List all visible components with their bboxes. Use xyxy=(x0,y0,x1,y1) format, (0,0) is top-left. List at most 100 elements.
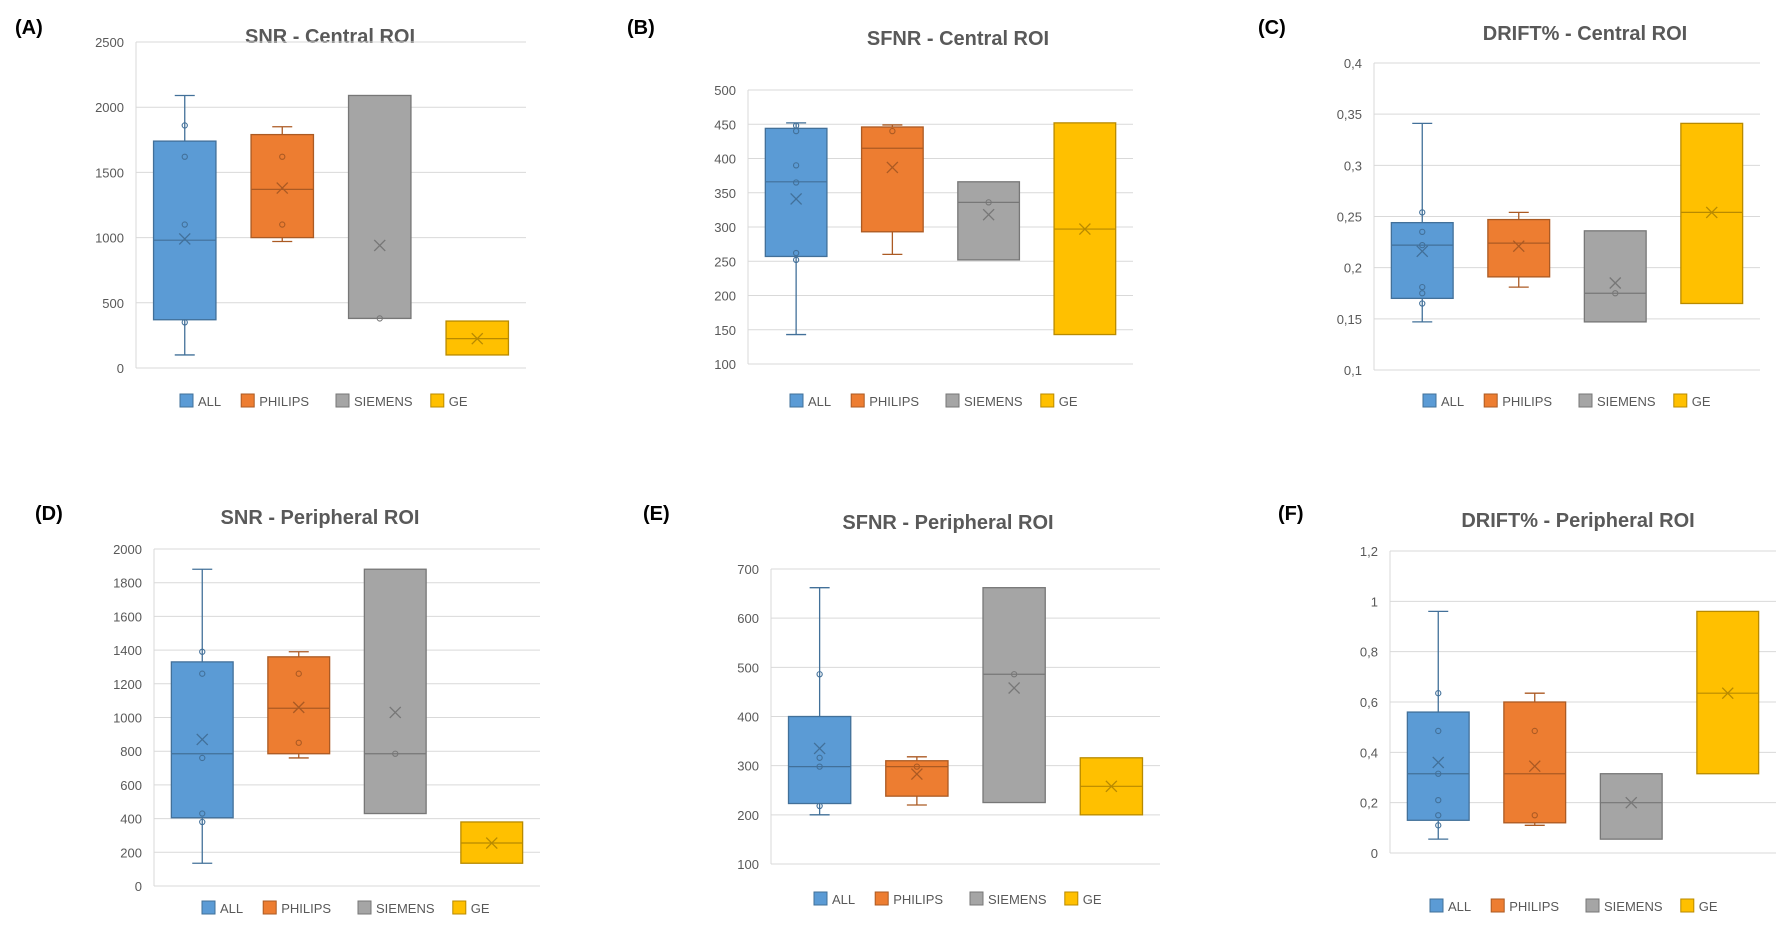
data-point xyxy=(1419,242,1426,249)
data-point xyxy=(181,122,188,129)
box-rect xyxy=(1503,701,1567,824)
y-tick-label: 0,6 xyxy=(1360,695,1378,710)
mean-marker xyxy=(196,733,209,746)
mean-marker xyxy=(1432,756,1445,769)
box-philips xyxy=(250,126,315,243)
data-point xyxy=(792,122,800,129)
data-point xyxy=(199,670,206,677)
y-tick-label: 0,35 xyxy=(1337,107,1362,122)
box-philips xyxy=(885,756,949,806)
mean-marker xyxy=(1416,245,1429,258)
legend-swatch-all xyxy=(813,891,828,906)
y-tick-label: 0,2 xyxy=(1344,261,1362,276)
data-point xyxy=(1435,812,1442,819)
box-ge xyxy=(1079,757,1144,816)
data-point xyxy=(913,763,921,770)
y-tick-label: 400 xyxy=(737,710,759,725)
y-tick-label: 1 xyxy=(1371,594,1378,609)
data-point xyxy=(816,802,823,810)
mean-marker xyxy=(1528,760,1541,773)
box-all xyxy=(764,122,828,336)
legend: ALL PHILIPS SIEMENS GE xyxy=(201,900,490,916)
box-ge xyxy=(1053,122,1117,336)
data-point xyxy=(1419,283,1426,291)
data-point xyxy=(1435,797,1442,804)
y-tick-label: 100 xyxy=(714,357,736,372)
y-tick-label: 1500 xyxy=(95,165,124,180)
mean-marker xyxy=(1078,223,1091,236)
y-tick-label: 1600 xyxy=(113,609,142,624)
legend-swatch-ge xyxy=(452,900,467,915)
legend-swatch-ge xyxy=(430,393,445,408)
data-point xyxy=(376,315,383,322)
box-rect xyxy=(152,140,217,321)
mean-marker xyxy=(1105,780,1118,793)
legend-swatch-siemens xyxy=(1585,898,1600,913)
y-tick-label: 1,2 xyxy=(1360,544,1378,559)
box-philips xyxy=(860,124,924,256)
legend-label-philips: PHILIPS xyxy=(259,394,309,409)
box-siemens xyxy=(957,181,1021,261)
box-rect xyxy=(982,587,1046,804)
legend-swatch-siemens xyxy=(945,393,960,408)
legend-swatch-philips xyxy=(874,891,889,906)
panel-label: (E) xyxy=(643,503,670,525)
box-philips xyxy=(1503,692,1567,826)
legend-swatch-ge xyxy=(1040,393,1055,408)
data-point xyxy=(816,754,823,761)
y-tick-label: 400 xyxy=(714,152,736,167)
panel-label: (B) xyxy=(627,17,655,39)
y-tick-label: 0 xyxy=(1371,846,1378,861)
y-tick-label: 400 xyxy=(120,812,142,827)
y-tick-label: 0,25 xyxy=(1337,210,1362,225)
mean-marker xyxy=(910,768,923,780)
box-all xyxy=(170,568,234,864)
box-all xyxy=(787,587,852,816)
mean-marker xyxy=(178,232,191,245)
data-point xyxy=(792,249,800,257)
data-point xyxy=(889,127,896,135)
y-tick-label: 2000 xyxy=(95,100,124,115)
data-point xyxy=(1435,822,1442,829)
legend-swatch-ge xyxy=(1673,393,1688,408)
legend-label-siemens: SIEMENS xyxy=(1604,899,1663,914)
legend-swatch-philips xyxy=(850,393,865,408)
legend-swatch-philips xyxy=(240,393,255,408)
chart-title: SFNR - Central ROI xyxy=(867,28,1049,50)
y-tick-label: 500 xyxy=(737,660,759,675)
box-rect xyxy=(363,568,427,815)
box-ge xyxy=(1680,122,1744,305)
y-tick-label: 0,4 xyxy=(1344,56,1362,71)
y-tick-label: 1800 xyxy=(113,576,142,591)
data-point xyxy=(1419,209,1426,216)
y-tick-label: 250 xyxy=(714,254,736,269)
box-rect xyxy=(347,94,412,320)
legend-swatch-philips xyxy=(1490,898,1505,913)
y-tick-label: 0,1 xyxy=(1344,363,1362,378)
legend-label-ge: GE xyxy=(1059,394,1078,409)
chart-title: SNR - Peripheral ROI xyxy=(221,507,420,529)
legend-label-ge: GE xyxy=(471,901,490,916)
mean-marker xyxy=(1705,206,1718,219)
y-tick-label: 2500 xyxy=(95,35,124,50)
box-all xyxy=(1390,122,1454,323)
data-point xyxy=(792,179,800,186)
box-rect xyxy=(267,656,331,755)
box-plot-panel-1: (A) SNR - Central ROI 0 500 1000 1500 2000 2500… xyxy=(15,17,526,409)
data-point xyxy=(1010,671,1018,678)
y-tick-label: 0,15 xyxy=(1337,312,1362,327)
box-rect xyxy=(957,181,1021,261)
data-point xyxy=(181,319,188,326)
y-tick-label: 350 xyxy=(714,186,736,201)
legend-label-ge: GE xyxy=(1699,899,1718,914)
legend-label-ge: GE xyxy=(449,394,468,409)
y-tick-label: 500 xyxy=(714,83,736,98)
legend-swatch-siemens xyxy=(357,900,372,915)
data-point xyxy=(279,153,286,160)
y-tick-label: 300 xyxy=(714,220,736,235)
data-point xyxy=(792,256,800,264)
y-tick-label: 600 xyxy=(120,778,142,793)
data-point xyxy=(792,162,800,169)
data-point xyxy=(199,810,206,817)
chart-title: DRIFT% - Central ROI xyxy=(1483,23,1687,45)
